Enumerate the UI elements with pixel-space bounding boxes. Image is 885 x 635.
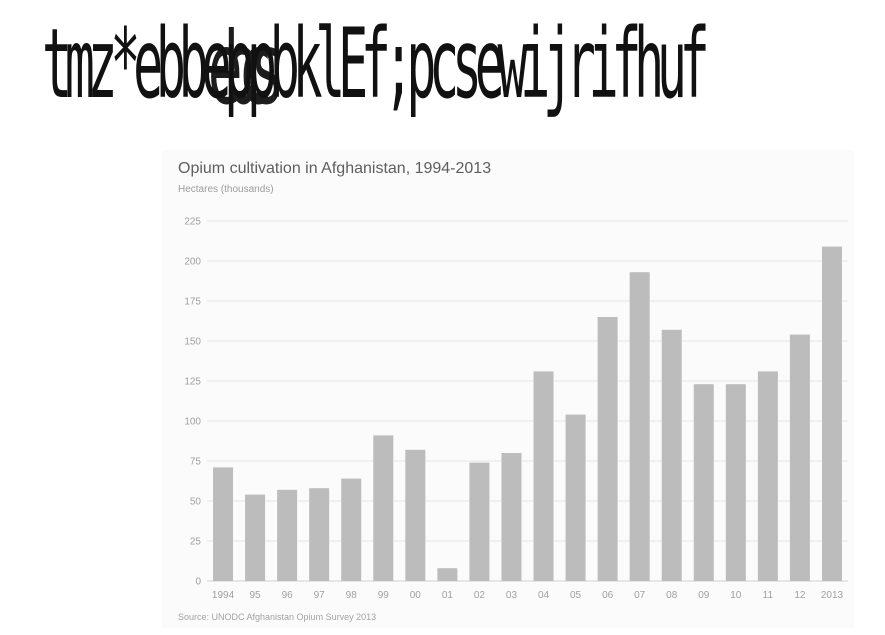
bar	[821, 246, 842, 581]
y-tick-label: 150	[184, 337, 201, 348]
x-tick-label: 04	[538, 590, 550, 601]
y-tick-label: 25	[190, 537, 202, 548]
x-tick-label: 00	[410, 590, 422, 601]
bar	[757, 371, 778, 581]
x-tick-label: 99	[378, 590, 390, 601]
x-tick-label: 11	[763, 590, 774, 601]
x-tick-label: 05	[570, 590, 582, 601]
bar	[629, 272, 650, 581]
x-tick-label: 1994	[212, 590, 235, 601]
garbled-header: tmz*ebbeppbklEf;pcsewijrifhuf ebcs	[0, 14, 885, 124]
chart-subtitle: Hectares (thousands)	[178, 184, 274, 195]
y-tick-label: 125	[184, 377, 201, 388]
bar	[501, 453, 522, 581]
y-tick-label: 200	[184, 257, 201, 268]
x-tick-label: 03	[506, 590, 518, 601]
x-tick-label: 06	[602, 590, 614, 601]
bar	[661, 329, 682, 581]
bar	[245, 494, 266, 581]
bar	[533, 371, 554, 581]
bar	[213, 467, 234, 581]
bar	[565, 414, 586, 581]
bar	[789, 334, 810, 581]
x-tick-label: 02	[474, 590, 486, 601]
x-tick-label: 12	[794, 590, 806, 601]
y-tick-label: 75	[190, 457, 202, 468]
y-tick-label: 50	[190, 497, 202, 508]
y-tick-label: 225	[184, 217, 201, 228]
x-tick-label: 98	[346, 590, 358, 601]
x-tick-label: 2013	[821, 590, 844, 601]
bar	[405, 449, 426, 581]
x-tick-label: 07	[634, 590, 646, 601]
bar	[469, 462, 490, 581]
chart-source: Source: UNODC Afghanistan Opium Survey 2…	[178, 612, 377, 622]
bar	[277, 489, 298, 581]
x-tick-label: 96	[282, 590, 294, 601]
x-tick-label: 01	[442, 590, 454, 601]
x-tick-label: 08	[666, 590, 678, 601]
x-tick-label: 97	[314, 590, 326, 601]
bar	[341, 478, 362, 581]
x-tick-label: 10	[730, 590, 742, 601]
x-tick-label: 95	[250, 590, 262, 601]
bar	[373, 435, 394, 581]
x-tick-label: 09	[698, 590, 710, 601]
y-tick-label: 100	[184, 417, 201, 428]
bar	[693, 384, 714, 581]
bar	[309, 488, 330, 581]
header-text: tmz*ebbeppbklEf;pcsewijrifhuf	[42, 14, 710, 120]
chart-title: Opium cultivation in Afghanistan, 1994-2…	[178, 160, 492, 177]
bar	[725, 384, 746, 581]
bar	[597, 317, 618, 581]
y-tick-label: 175	[184, 297, 201, 308]
bar	[437, 568, 458, 581]
y-tick-label: 0	[195, 577, 201, 588]
